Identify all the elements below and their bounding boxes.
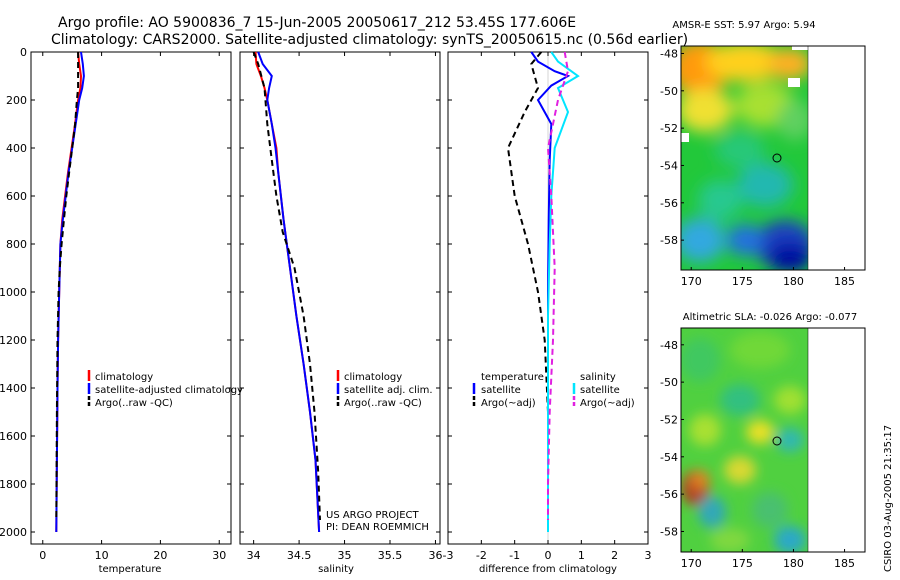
- x-tick-label: 2: [611, 549, 618, 562]
- y-tick-label: 1200: [0, 334, 27, 347]
- legend-label-satellite: satellite adj. clim.: [344, 385, 433, 396]
- temperature-legend: climatology satellite-adjusted climatolo…: [87, 370, 243, 409]
- x-tick-label: -1: [509, 549, 520, 562]
- legend-label-sal-satellite: satellite: [580, 385, 620, 396]
- y-tick-label: 400: [6, 142, 27, 155]
- map-y-tick-label: -52: [660, 122, 678, 135]
- title-line-1: Argo profile: AO 5900836_7 15-Jun-2005 2…: [58, 15, 576, 31]
- map-x-tick-label: 170: [681, 557, 702, 570]
- y-tick-label: 800: [6, 238, 27, 251]
- temperature-lines: 0 10 20 30: [31, 51, 231, 562]
- y-tick-label: 2000: [0, 526, 27, 539]
- map-x-tick-label: 180: [783, 275, 804, 288]
- series-line: [254, 51, 321, 533]
- salinity-axis-label: salinity: [318, 564, 354, 575]
- credit-label: CSIRO 03-Aug-2005 21:35:17: [883, 425, 894, 572]
- temperature-axis-label: temperature: [99, 564, 162, 575]
- difference-legend-temperature: temperature satellite Argo(~adj): [472, 372, 544, 409]
- sla-map-ticks: 170 175 180 185 -48 -50 -52 -54 -56 -58: [660, 339, 855, 570]
- sst-argo-marker: [772, 153, 782, 163]
- map-y-tick-label: -58: [660, 525, 678, 538]
- legend-label-satellite: satellite-adjusted climatology: [95, 385, 243, 396]
- legend-heading-temperature: temperature: [481, 372, 544, 383]
- depth-tick-labels: 0 200 400 600 800 1000 1200 1400 1600 1800 2000: [0, 46, 27, 539]
- y-tick-label: 200: [6, 94, 27, 107]
- map-y-tick-label: -56: [660, 197, 678, 210]
- y-tick-label: 1600: [0, 430, 27, 443]
- x-tick-label: 36: [428, 549, 442, 562]
- series-line: [257, 51, 321, 533]
- legend-label-argo: Argo(..raw -QC): [95, 398, 173, 409]
- sla-argo-marker: [772, 436, 782, 446]
- y-tick-label: 1800: [0, 478, 27, 491]
- project-label: US ARGO PROJECT: [326, 510, 420, 521]
- salinity-legend: climatology satellite adj. clim. Argo(..…: [336, 370, 433, 409]
- series-line: [55, 51, 85, 533]
- salinity-panel: [239, 51, 441, 545]
- sla-map-title: Altimetric SLA: -0.026 Argo: -0.077: [683, 312, 858, 323]
- map-y-tick-label: -48: [660, 339, 678, 352]
- title-line-2: Climatology: CARS2000. Satellite-adjuste…: [51, 32, 688, 48]
- legend-label-temp-satellite: satellite: [481, 385, 521, 396]
- x-tick-label: 0: [39, 549, 46, 562]
- map-y-tick-label: -50: [660, 376, 678, 389]
- pi-label: PI: DEAN ROEMMICH: [326, 522, 429, 533]
- map-x-tick-label: 175: [732, 557, 753, 570]
- sla-map-frame: [680, 327, 866, 553]
- y-tick-label: 1400: [0, 382, 27, 395]
- map-x-tick-label: 180: [783, 557, 804, 570]
- legend-label-argo: Argo(..raw -QC): [344, 398, 422, 409]
- y-tick-label: 1000: [0, 286, 27, 299]
- map-y-tick-label: -54: [660, 159, 678, 172]
- y-tick-label: 0: [20, 46, 27, 59]
- x-tick-label: 10: [95, 549, 109, 562]
- legend-heading-salinity: salinity: [580, 372, 616, 383]
- difference-lines: -3 -2 -1 0 1 2 3: [443, 51, 652, 562]
- legend-label-temp-argo: Argo(~adj): [481, 398, 536, 409]
- x-tick-label: 34.5: [287, 549, 312, 562]
- x-tick-label: 34: [247, 549, 261, 562]
- series-line: [252, 51, 321, 521]
- map-y-tick-label: -52: [660, 413, 678, 426]
- x-tick-label: 35.5: [378, 549, 403, 562]
- map-x-tick-label: 185: [834, 275, 855, 288]
- x-tick-label: 1: [578, 549, 585, 562]
- x-tick-label: 3: [645, 549, 652, 562]
- map-y-tick-label: -48: [660, 47, 678, 60]
- y-tick-label: 600: [6, 190, 27, 203]
- difference-axis-label: difference from climatology: [479, 564, 617, 575]
- x-tick-label: -3: [443, 549, 454, 562]
- map-y-tick-label: -54: [660, 451, 678, 464]
- x-tick-label: 30: [212, 549, 226, 562]
- temperature-panel: [30, 51, 232, 545]
- sst-map-title: AMSR-E SST: 5.97 Argo: 5.94: [672, 20, 815, 31]
- map-x-tick-label: 175: [732, 275, 753, 288]
- sst-heatmap: [681, 46, 808, 270]
- x-tick-label: 0: [545, 549, 552, 562]
- legend-label-climatology: climatology: [95, 372, 153, 383]
- series-line: [506, 51, 549, 484]
- series-line: [546, 51, 570, 520]
- sst-map-frame: [680, 45, 866, 271]
- map-x-tick-label: 170: [681, 275, 702, 288]
- legend-label-sal-argo: Argo(~adj): [580, 398, 635, 409]
- map-y-tick-label: -58: [660, 234, 678, 247]
- salinity-lines: 34 34.5 35 35.5 36: [240, 51, 442, 562]
- series-line: [547, 51, 580, 532]
- difference-legend-salinity: salinity satellite Argo(~adj): [572, 372, 635, 409]
- x-tick-label: 20: [153, 549, 167, 562]
- x-tick-label: 35: [338, 549, 352, 562]
- map-y-tick-label: -56: [660, 488, 678, 501]
- series-line: [530, 51, 571, 532]
- series-line: [55, 52, 80, 521]
- sla-heatmap: [681, 328, 808, 552]
- map-y-tick-label: -50: [660, 85, 678, 98]
- x-tick-label: -2: [476, 549, 487, 562]
- sst-map-ticks: 170 175 180 185 -48 -50 -52 -54 -56 -58: [660, 47, 855, 288]
- legend-label-climatology: climatology: [344, 372, 402, 383]
- map-x-tick-label: 185: [834, 557, 855, 570]
